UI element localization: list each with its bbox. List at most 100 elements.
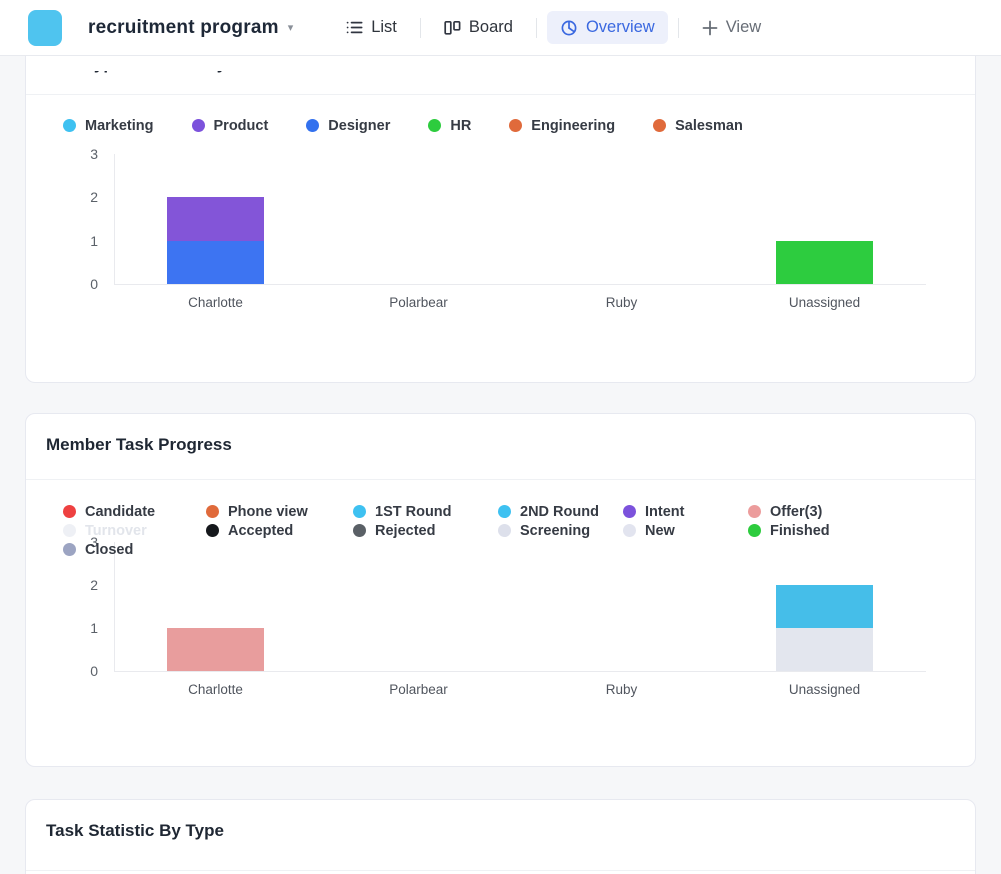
view-tabs: List Board Overview View xyxy=(333,11,774,44)
legend-label: Accepted xyxy=(228,522,294,539)
card-title: Member Task Progress xyxy=(46,435,232,454)
legend-item-1st-round[interactable]: 1ST Round xyxy=(353,502,498,521)
salesman-swatch-icon xyxy=(653,119,667,132)
card-divider xyxy=(26,870,975,871)
legend-label: Phone view xyxy=(228,503,308,520)
card-task-type-by-member: Task type statistics by member 0123Charl… xyxy=(25,42,976,383)
legend-item-phone-view[interactable]: Phone view xyxy=(206,502,353,521)
legend-label: Marketing xyxy=(85,117,154,134)
base-title-dropdown[interactable]: recruitment program ▾ xyxy=(88,17,293,39)
category-label-polarbear: Polarbear xyxy=(389,682,448,697)
accepted-swatch-icon xyxy=(206,524,219,537)
y-axis-tick-label: 0 xyxy=(90,663,98,679)
legend-item-candidate[interactable]: Candidate xyxy=(63,502,206,521)
screening-swatch-icon xyxy=(498,524,511,537)
tab-add-view-label: View xyxy=(725,18,762,36)
1st-round-swatch-icon xyxy=(353,505,366,518)
intent-swatch-icon xyxy=(623,505,636,518)
y-axis-tick-label: 3 xyxy=(90,146,98,162)
legend-item-turnover[interactable]: Turnover xyxy=(63,521,206,540)
y-axis-tick-label: 2 xyxy=(90,577,98,593)
category-label-unassigned: Unassigned xyxy=(788,294,861,310)
legend-item-product[interactable]: Product xyxy=(191,116,268,135)
legend-item-engineering[interactable]: Engineering xyxy=(509,116,615,135)
legend-label: Intent xyxy=(645,503,685,520)
y-axis-tick-label: 2 xyxy=(90,189,98,206)
legend-item-marketing[interactable]: Marketing xyxy=(63,116,154,135)
legend-item-finished[interactable]: Finished xyxy=(748,521,830,540)
base-app-icon[interactable] xyxy=(28,9,62,46)
category-label-polarbear: Polarbear xyxy=(389,294,448,310)
category-label-unassigned: Unassigned xyxy=(788,682,861,697)
legend-label: Designer xyxy=(328,117,391,134)
tab-separator xyxy=(419,17,421,38)
x-axis-line xyxy=(114,283,926,285)
y-axis-tick-label: 3 xyxy=(90,534,98,550)
legend-label: 2ND Round xyxy=(520,503,599,520)
marketing-swatch-icon xyxy=(63,119,76,132)
legend-item-salesman[interactable]: Salesman xyxy=(653,116,743,135)
tab-board[interactable]: Board xyxy=(431,11,526,44)
tab-overview-label: Overview xyxy=(585,18,655,36)
plus-icon xyxy=(702,20,718,35)
bar-segment-unassigned-1st-round[interactable] xyxy=(776,585,873,628)
chart-legend: Candidate Phone view 1ST Round 2ND Round Int… xyxy=(63,502,830,559)
tab-overview[interactable]: Overview xyxy=(546,11,668,44)
card-task-statistic-by-type: Task Statistic By Type xyxy=(25,799,976,874)
legend-label: Offer(3) xyxy=(770,503,823,520)
legend-item-hr[interactable]: HR xyxy=(428,116,471,135)
app-header: recruitment program ▾ List Board xyxy=(0,0,1001,56)
legend-label: Rejected xyxy=(375,522,436,539)
tab-board-label: Board xyxy=(468,18,513,36)
new-swatch-icon xyxy=(623,524,636,537)
2nd-round-swatch-icon xyxy=(498,505,511,518)
chart-task-type-by-member: 0 1 2 3 Charlotte Polarbear Ruby Unassigned xyxy=(26,43,975,382)
legend-label: HR xyxy=(450,117,472,134)
engineering-swatch-icon xyxy=(509,119,523,132)
legend-item-intent[interactable]: Intent xyxy=(623,502,748,521)
designer-swatch-icon xyxy=(306,119,320,132)
legend-item-closed[interactable]: Closed xyxy=(63,540,206,559)
candidate-swatch-icon xyxy=(63,505,76,518)
legend-label: 1ST Round xyxy=(375,503,452,520)
card-divider xyxy=(26,94,975,95)
legend-label: Screening xyxy=(520,522,591,539)
chart-member-task-progress: 0 1 2 3 Charlotte Polarbear Ruby Unassigned xyxy=(26,414,975,766)
legend-label: Candidate xyxy=(85,503,156,520)
bar-segment-unassigned-new[interactable] xyxy=(776,628,873,671)
legend-item-2nd-round[interactable]: 2ND Round xyxy=(498,502,623,521)
tab-separator xyxy=(535,17,537,38)
legend-item-accepted[interactable]: Accepted xyxy=(206,521,353,540)
overview-icon xyxy=(561,20,577,35)
legend-item-rejected[interactable]: Rejected xyxy=(353,521,498,540)
legend-label: Turnover xyxy=(85,522,147,539)
category-label-ruby: Ruby xyxy=(605,294,638,310)
tab-list-label: List xyxy=(371,18,397,36)
legend-label: Salesman xyxy=(675,117,743,134)
legend-item-screening[interactable]: Screening xyxy=(498,521,623,540)
card-divider xyxy=(26,479,975,480)
bar-segment-charlotte-product[interactable] xyxy=(167,197,264,241)
tab-add-view[interactable]: View xyxy=(689,11,774,44)
tab-separator xyxy=(677,17,679,38)
bar-segment-unassigned-hr[interactable] xyxy=(776,240,873,284)
legend-item-designer[interactable]: Designer xyxy=(306,116,390,135)
hr-swatch-icon xyxy=(428,119,442,132)
y-axis-line xyxy=(114,542,115,671)
tab-list[interactable]: List xyxy=(333,11,410,44)
legend-label: New xyxy=(645,522,675,539)
card-member-task-progress: Member Task Progress 0 1 2 3 Charlotte Polarb… xyxy=(25,413,976,767)
bar-segment-charlotte-designer[interactable] xyxy=(167,240,264,284)
list-icon xyxy=(346,21,363,34)
chevron-down-icon: ▾ xyxy=(287,22,294,34)
product-swatch-icon xyxy=(191,119,205,132)
category-label-charlotte: Charlotte xyxy=(188,682,243,697)
legend-label: Closed xyxy=(85,541,134,558)
finished-swatch-icon xyxy=(748,524,761,537)
x-axis-line xyxy=(114,671,926,672)
board-icon xyxy=(444,20,461,35)
legend-item-new[interactable]: New xyxy=(623,521,748,540)
legend-label: Finished xyxy=(770,522,830,539)
bar-segment-charlotte-offer-3[interactable] xyxy=(167,628,264,671)
legend-item-offer-3[interactable]: Offer(3) xyxy=(748,502,830,521)
